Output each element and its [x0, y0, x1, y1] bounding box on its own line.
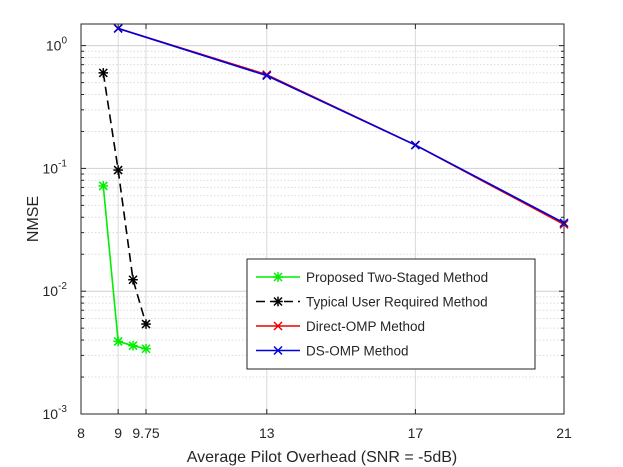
x-tick-label: 21	[556, 425, 572, 441]
legend-label: Direct-OMP Method	[306, 319, 425, 334]
data-point-ds-omp-method	[410, 140, 420, 150]
legend-item-direct-omp-method: Direct-OMP Method	[256, 319, 425, 334]
y-axis-title: NMSE	[25, 196, 42, 242]
series-typical-user-required-method	[98, 68, 151, 329]
x-tick-label: 9	[114, 425, 122, 441]
plot-frame	[80, 23, 565, 415]
legend-label: Typical User Required Method	[306, 295, 488, 310]
data-point-typical-user-required-method	[98, 68, 109, 78]
x-tick-label: 13	[259, 425, 275, 441]
y-tick-label: 10-1	[43, 158, 68, 176]
legend: Proposed Two-Staged Method Typical User R…	[246, 258, 536, 370]
y-tick-label: 100	[46, 36, 68, 54]
legend-label: DS-OMP Method	[306, 344, 409, 359]
y-tick-label: 10-2	[43, 281, 68, 299]
series-line-typical-user-required-method	[102, 72, 147, 325]
x-axis-title: Average Pilot Overhead (SNR = -5dB)	[187, 449, 458, 466]
data-point-proposed-two-staged-method	[128, 340, 138, 351]
legend-label: Proposed Two-Staged Method	[306, 270, 488, 285]
x-tick-label: 9.75	[132, 425, 159, 441]
series-line-ds-omp-method	[117, 27, 565, 224]
data-point-ds-omp-method	[262, 71, 272, 81]
series-proposed-two-staged-method	[98, 181, 151, 354]
legend-marker	[273, 321, 283, 331]
x-tick-label: 17	[408, 425, 424, 441]
legend-marker	[273, 345, 283, 356]
legend-item-typical-user-required-method: Typical User Required Method	[256, 295, 488, 310]
series-line-proposed-two-staged-method	[102, 185, 147, 350]
legend-item-proposed-two-staged-method: Proposed Two-Staged Method	[256, 270, 488, 285]
y-tick-label: 10-3	[43, 404, 68, 422]
data-point-typical-user-required-method	[141, 319, 151, 329]
data-point-proposed-two-staged-method	[113, 336, 123, 347]
x-tick-label: 8	[77, 425, 85, 441]
legend-marker	[273, 296, 283, 307]
data-point-proposed-two-staged-method	[98, 181, 109, 191]
legend-marker	[273, 272, 283, 282]
data-point-typical-user-required-method	[128, 274, 138, 285]
data-point-typical-user-required-method	[113, 165, 123, 175]
legend-item-ds-omp-method: DS-OMP Method	[256, 344, 409, 359]
data-point-proposed-two-staged-method	[141, 343, 151, 354]
